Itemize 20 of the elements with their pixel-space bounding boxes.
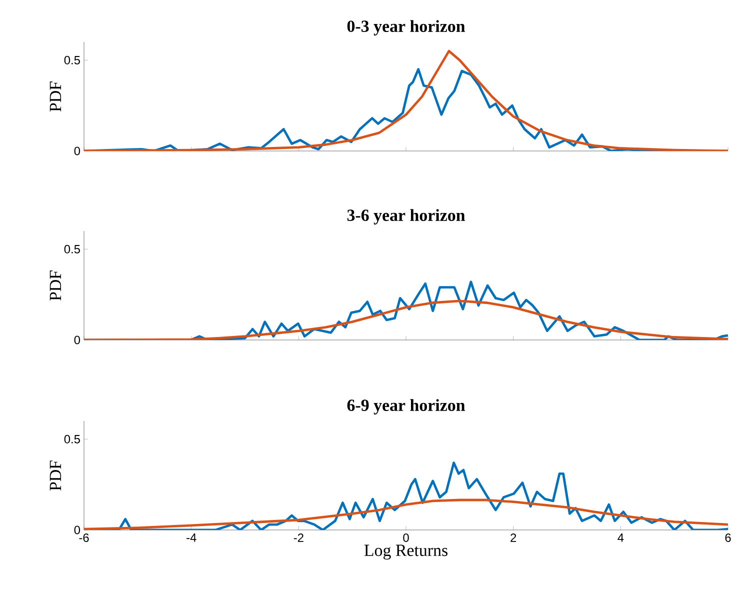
y-tick-label: 0.5: [64, 56, 80, 64]
x-tick-label: 0: [403, 534, 409, 542]
chart-title: 0-3 year horizon: [347, 20, 466, 36]
y-tick-label: 0.5: [64, 434, 80, 444]
x-tick-label: 2: [510, 534, 516, 542]
chart-title: 6-9 year horizon: [347, 399, 466, 414]
y-tick-label: 0: [74, 146, 80, 156]
x-tick-label: -2: [294, 534, 304, 542]
y-axis-title: PDF: [50, 82, 62, 112]
x-axis-title: Log Returns: [364, 544, 448, 560]
x-tick-label: 4: [618, 534, 624, 542]
y-axis-title: PDF: [50, 460, 62, 491]
y-tick-label: 0: [74, 336, 80, 344]
y-tick-label: 0.5: [64, 244, 80, 254]
chart-title: 3-6 year horizon: [347, 209, 466, 224]
y-axis-title: PDF: [50, 270, 62, 301]
x-tick-label: -4: [186, 534, 196, 542]
x-tick-label: 6: [725, 534, 731, 542]
x-tick-label: -6: [79, 534, 89, 542]
y-tick-label: 0: [74, 526, 80, 534]
